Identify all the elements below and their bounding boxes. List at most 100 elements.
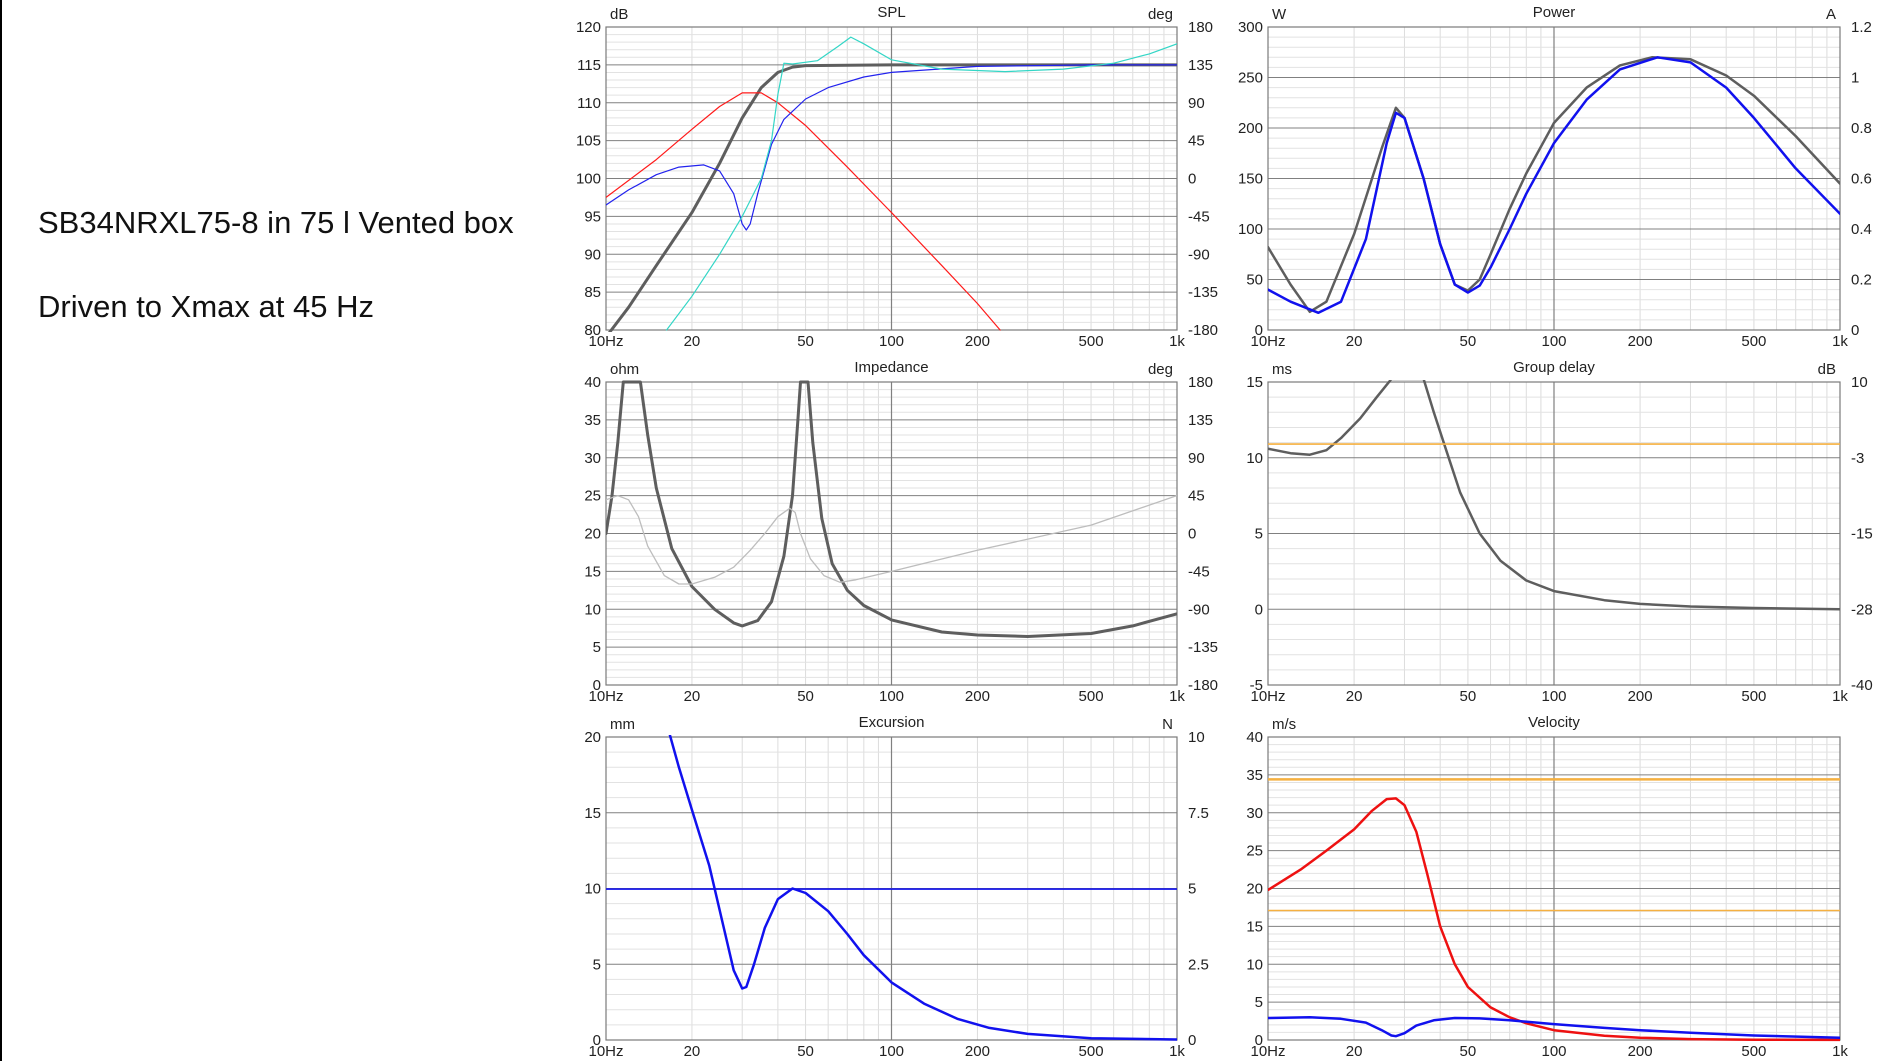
- x-tick-label: 200: [965, 688, 990, 705]
- y-tick-label-right: 5: [1188, 881, 1196, 898]
- x-tick-label: 100: [1541, 688, 1566, 705]
- unit-label-right: N: [1162, 716, 1173, 733]
- x-tick-label: 100: [879, 1043, 904, 1060]
- y-tick-label-left: 5: [1255, 526, 1263, 543]
- y-tick-label-left: 10: [584, 601, 601, 618]
- series-line-spl-0: [607, 63, 1177, 332]
- series-line-groupdelay-0: [1268, 380, 1840, 611]
- unit-label-left: dB: [610, 6, 628, 23]
- y-tick-label-left: 105: [576, 133, 601, 150]
- series-line-spl-2: [606, 64, 1177, 231]
- y-tick-label-left: 15: [1246, 374, 1263, 391]
- y-tick-label-left: 120: [576, 19, 601, 36]
- plot-frame: [1267, 736, 1841, 1041]
- x-tick-label: 10Hz: [1250, 1043, 1285, 1060]
- x-tick-label: 100: [879, 333, 904, 350]
- x-tick-label: 1k: [1832, 688, 1848, 705]
- series-line-impedance-0: [606, 380, 1177, 638]
- y-tick-label-left: 5: [593, 639, 601, 656]
- x-tick-label: 500: [1741, 688, 1766, 705]
- y-tick-label-left: 90: [584, 246, 601, 263]
- unit-label-right: deg: [1148, 6, 1173, 23]
- x-tick-label: 50: [797, 688, 814, 705]
- y-tick-label-left: 20: [584, 526, 601, 543]
- y-tick-label-left: 85: [584, 284, 601, 301]
- y-tick-label-right: 0: [1188, 1032, 1196, 1049]
- x-tick-label: 500: [1741, 333, 1766, 350]
- y-tick-label-left: -5: [1250, 677, 1263, 694]
- x-tick-label: 1k: [1169, 1043, 1185, 1060]
- y-tick-label-right: -135: [1188, 639, 1218, 656]
- y-tick-label-left: 20: [1246, 881, 1263, 898]
- chart-power: 10Hz 20 50 100 200 500 1k05010015020025030000.…: [1238, 4, 1872, 350]
- chart-impedance: 10Hz 20 50 100 200 500 1k 0 5 10 15 20 25 30 35 40 -180 -…: [584, 359, 1218, 705]
- y-tick-label-right: -135: [1188, 284, 1218, 301]
- y-tick-label-right: 10: [1851, 374, 1868, 391]
- x-tick-label: 200: [1628, 1043, 1653, 1060]
- unit-label-right: A: [1826, 6, 1836, 23]
- y-tick-label-right: 90: [1188, 450, 1205, 467]
- x-tick-label: 500: [1079, 688, 1104, 705]
- y-tick-label-left: 10: [584, 881, 601, 898]
- chart-title: Excursion: [859, 714, 925, 731]
- y-tick-label-left: 0: [1255, 322, 1263, 339]
- x-tick-label: 50: [1460, 688, 1477, 705]
- caption-driver-title: SB34NRXL75-8 in 75 l Vented box: [38, 205, 514, 240]
- y-tick-label-left: 10: [1246, 450, 1263, 467]
- y-tick-label-right: 0: [1188, 171, 1196, 188]
- x-tick-label: 20: [684, 333, 701, 350]
- y-tick-label-right: 180: [1188, 19, 1213, 36]
- y-tick-label-left: 30: [584, 450, 601, 467]
- y-tick-label-left: 300: [1238, 19, 1263, 36]
- x-tick-label: 200: [965, 1043, 990, 1060]
- y-tick-label-right: -3: [1851, 450, 1864, 467]
- x-tick-label: 50: [1460, 1043, 1477, 1060]
- x-tick-label: 100: [1541, 1043, 1566, 1060]
- series-group: [1268, 380, 1840, 611]
- y-tick-label-right: 1: [1851, 70, 1859, 87]
- x-tick-label: 10Hz: [588, 688, 623, 705]
- y-tick-label-left: 35: [584, 412, 601, 429]
- y-tick-label-right: -45: [1188, 208, 1210, 225]
- x-tick-label: 1k: [1832, 1043, 1848, 1060]
- y-tick-label-right: 1.2: [1851, 19, 1872, 36]
- y-tick-label-left: 35: [1246, 767, 1263, 784]
- x-tick-label: 10Hz: [1250, 333, 1285, 350]
- y-tick-label-right: -45: [1188, 563, 1210, 580]
- x-tick-label: 20: [1346, 1043, 1363, 1060]
- x-tick-label: 1k: [1169, 688, 1185, 705]
- series-line-velocity-2: [1268, 797, 1840, 1042]
- chart-title: Velocity: [1528, 714, 1580, 731]
- unit-label-left: ohm: [610, 361, 639, 378]
- y-tick-label-left: 20: [584, 729, 601, 746]
- x-tick-label: 10Hz: [1250, 688, 1285, 705]
- left-border-line: [0, 0, 2, 1061]
- chart-title: Group delay: [1513, 359, 1595, 376]
- y-tick-label-left: 100: [576, 171, 601, 188]
- series-group: [1268, 778, 1840, 1042]
- y-tick-label-right: 7.5: [1188, 805, 1209, 822]
- series-group: [1268, 56, 1840, 315]
- plot-frame: [1267, 381, 1841, 686]
- y-tick-label-right: 0: [1188, 526, 1196, 543]
- y-tick-label-left: 5: [1255, 994, 1263, 1011]
- chart-groupdelay: 10Hz 20 50 100 200 500 1k -5 0 5 10 15 -40 -28 -15 -3 10…: [1246, 359, 1872, 705]
- x-tick-label: 200: [965, 333, 990, 350]
- x-tick-label: 10Hz: [588, 333, 623, 350]
- y-tick-label-right: -90: [1188, 601, 1210, 618]
- y-tick-label-left: 30: [1246, 805, 1263, 822]
- plot-frame: [605, 26, 1178, 331]
- unit-label-left: m/s: [1272, 716, 1296, 733]
- y-tick-label-right: 0.6: [1851, 171, 1872, 188]
- chart-velocity: 10Hz 20 50 100 200 500 1k 0 5 10 15 20 25 30 35 40 Veloc…: [1246, 714, 1848, 1060]
- x-tick-label: 100: [1541, 333, 1566, 350]
- y-tick-label-left: 15: [1246, 918, 1263, 935]
- series-group: [606, 735, 1177, 1041]
- x-tick-label: 20: [1346, 333, 1363, 350]
- x-tick-label: 50: [797, 333, 814, 350]
- series-line-spl-3: [665, 36, 1177, 331]
- y-tick-label-left: 200: [1238, 120, 1263, 137]
- y-tick-label-left: 250: [1238, 70, 1263, 87]
- unit-label-left: mm: [610, 716, 635, 733]
